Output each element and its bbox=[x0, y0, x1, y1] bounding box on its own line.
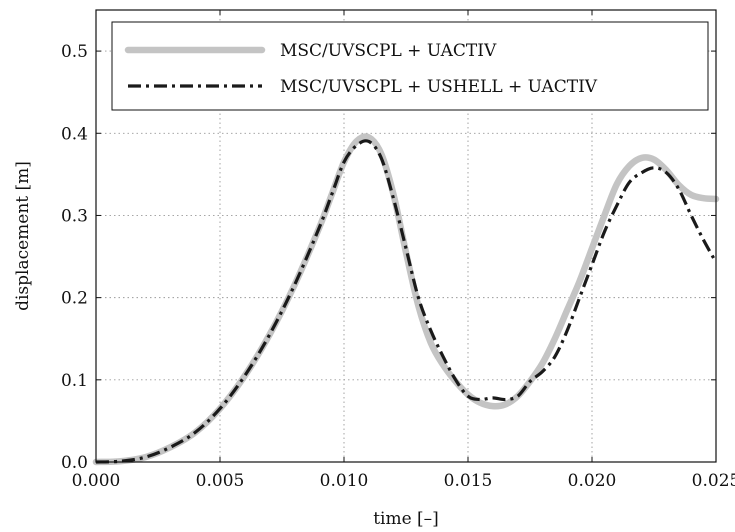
x-tick-label: 0.015 bbox=[444, 471, 493, 491]
x-axis-label: time [–] bbox=[373, 509, 439, 529]
y-tick-label: 0.5 bbox=[61, 42, 88, 62]
x-tick-label: 0.020 bbox=[568, 471, 617, 491]
y-tick-label: 0.3 bbox=[61, 206, 88, 226]
series-layer bbox=[92, 133, 720, 466]
legend-box bbox=[111, 21, 709, 111]
y-tick-label: 0.2 bbox=[61, 289, 88, 309]
y-axis-label: displacement [m] bbox=[13, 161, 33, 311]
legend-entry-series-2: MSC/UVSCPL + USHELL + UACTIV bbox=[280, 77, 598, 97]
x-tick-label: 0.025 bbox=[692, 471, 735, 491]
plot-frame bbox=[95, 9, 717, 463]
legend-entry-series-1: MSC/UVSCPL + UACTIV bbox=[280, 41, 497, 61]
x-tick-label: 0.005 bbox=[196, 471, 245, 491]
x-tick-label: 0.000 bbox=[72, 471, 121, 491]
legend: MSC/UVSCPL + UACTIV MSC/UVSCPL + USHELL … bbox=[111, 21, 709, 111]
y-tick-label: 0.0 bbox=[61, 453, 88, 473]
y-tick-label: 0.1 bbox=[61, 371, 88, 391]
x-tick-label: 0.010 bbox=[320, 471, 369, 491]
ticks: 0.000 0.005 0.010 0.015 0.020 0.025 0.0 0.1 0.2 0… bbox=[61, 10, 735, 491]
y-tick-label: 0.4 bbox=[61, 124, 88, 144]
series-line-2 bbox=[95, 139, 718, 464]
series-line-1 bbox=[92, 133, 720, 466]
